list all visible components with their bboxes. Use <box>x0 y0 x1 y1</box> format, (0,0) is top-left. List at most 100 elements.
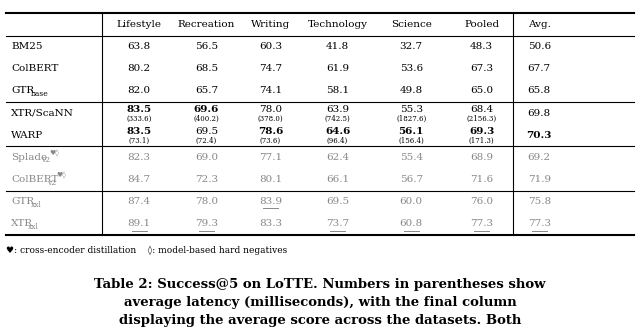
Text: 78.0: 78.0 <box>195 197 218 206</box>
Text: 58.1: 58.1 <box>326 86 349 95</box>
Text: Pooled: Pooled <box>464 20 499 29</box>
Text: 65.7: 65.7 <box>195 86 218 95</box>
Text: 63.9: 63.9 <box>326 105 349 114</box>
Text: Lifestyle: Lifestyle <box>116 20 162 29</box>
Text: 78.6: 78.6 <box>258 127 283 136</box>
Text: Table 2: Success@5 on LoTTE. Numbers in parentheses show
average latency (millis: Table 2: Success@5 on LoTTE. Numbers in … <box>94 278 546 327</box>
Text: (2156.3): (2156.3) <box>467 115 497 123</box>
Text: (400.2): (400.2) <box>193 115 220 123</box>
Text: (73.6): (73.6) <box>260 137 281 145</box>
Text: ColBERT: ColBERT <box>12 64 59 73</box>
Text: 69.2: 69.2 <box>527 153 551 162</box>
Text: 66.1: 66.1 <box>326 175 349 184</box>
Text: 77.3: 77.3 <box>470 219 493 228</box>
Text: 69.0: 69.0 <box>195 153 218 162</box>
Text: 48.3: 48.3 <box>470 42 493 51</box>
Text: 56.1: 56.1 <box>399 127 424 136</box>
Text: (73.1): (73.1) <box>129 137 150 145</box>
Text: ♥◊: ♥◊ <box>50 149 60 157</box>
Text: 60.8: 60.8 <box>399 219 423 228</box>
Text: (156.4): (156.4) <box>398 137 424 145</box>
Text: 32.7: 32.7 <box>399 42 423 51</box>
Text: 74.7: 74.7 <box>259 64 282 73</box>
Text: 56.7: 56.7 <box>399 175 423 184</box>
Text: ♥◊: ♥◊ <box>56 171 66 179</box>
Text: Writing: Writing <box>251 20 290 29</box>
Text: xxl: xxl <box>28 223 39 231</box>
Text: 83.9: 83.9 <box>259 197 282 206</box>
Text: 49.8: 49.8 <box>399 86 423 95</box>
Text: 69.6: 69.6 <box>194 105 219 114</box>
Text: 53.6: 53.6 <box>399 64 423 73</box>
Text: 67.7: 67.7 <box>527 64 551 73</box>
Text: 60.0: 60.0 <box>399 197 423 206</box>
Text: 82.0: 82.0 <box>127 86 151 95</box>
Text: 77.3: 77.3 <box>527 219 551 228</box>
Text: 56.5: 56.5 <box>195 42 218 51</box>
Text: 61.9: 61.9 <box>326 64 349 73</box>
Text: 72.3: 72.3 <box>195 175 218 184</box>
Text: v2: v2 <box>41 156 50 164</box>
Text: xxl: xxl <box>31 201 42 209</box>
Text: GTR: GTR <box>12 86 35 95</box>
Text: XTR: XTR <box>12 219 33 228</box>
Text: 83.5: 83.5 <box>127 105 152 114</box>
Text: ColBERT: ColBERT <box>12 175 59 184</box>
Text: Recreation: Recreation <box>178 20 235 29</box>
Text: 83.5: 83.5 <box>127 127 152 136</box>
Text: 73.7: 73.7 <box>326 219 349 228</box>
Text: WARP: WARP <box>12 131 44 140</box>
Text: 76.0: 76.0 <box>470 197 493 206</box>
Text: 78.0: 78.0 <box>259 105 282 114</box>
Text: BM25: BM25 <box>12 42 43 51</box>
Text: 63.8: 63.8 <box>127 42 151 51</box>
Text: 75.8: 75.8 <box>527 197 551 206</box>
Text: 55.4: 55.4 <box>399 153 423 162</box>
Text: 50.6: 50.6 <box>527 42 551 51</box>
Text: (171.3): (171.3) <box>468 137 495 145</box>
Text: 83.3: 83.3 <box>259 219 282 228</box>
Text: v2: v2 <box>47 179 56 187</box>
Text: 68.4: 68.4 <box>470 105 493 114</box>
Text: 82.3: 82.3 <box>127 153 151 162</box>
Text: base: base <box>31 90 48 98</box>
Text: XTR/ScaNN: XTR/ScaNN <box>12 109 74 118</box>
Text: (378.0): (378.0) <box>257 115 284 123</box>
Text: (742.5): (742.5) <box>324 115 351 123</box>
Text: 84.7: 84.7 <box>127 175 151 184</box>
Text: 64.6: 64.6 <box>325 127 350 136</box>
Text: Science: Science <box>391 20 431 29</box>
Text: 87.4: 87.4 <box>127 197 151 206</box>
Text: 60.3: 60.3 <box>259 42 282 51</box>
Text: 80.2: 80.2 <box>127 64 151 73</box>
Text: 80.1: 80.1 <box>259 175 282 184</box>
Text: 62.4: 62.4 <box>326 153 349 162</box>
Text: ♥: cross-encoder distillation    ◊: model-based hard negatives: ♥: cross-encoder distillation ◊: model-b… <box>6 246 287 255</box>
Text: (96.4): (96.4) <box>327 137 348 145</box>
Text: Splade: Splade <box>12 153 47 162</box>
Text: 71.9: 71.9 <box>527 175 551 184</box>
Text: 70.3: 70.3 <box>527 131 552 140</box>
Text: 69.8: 69.8 <box>527 109 551 118</box>
Text: 55.3: 55.3 <box>399 105 423 114</box>
Text: 89.1: 89.1 <box>127 219 151 228</box>
Text: Technology: Technology <box>308 20 367 29</box>
Text: (1827.6): (1827.6) <box>396 115 426 123</box>
Text: 71.6: 71.6 <box>470 175 493 184</box>
Text: 74.1: 74.1 <box>259 86 282 95</box>
Text: (333.6): (333.6) <box>127 115 152 123</box>
Text: GTR: GTR <box>12 197 35 206</box>
Text: 69.5: 69.5 <box>326 197 349 206</box>
Text: 68.5: 68.5 <box>195 64 218 73</box>
Text: Avg.: Avg. <box>528 20 550 29</box>
Text: (72.4): (72.4) <box>196 137 217 145</box>
Text: 79.3: 79.3 <box>195 219 218 228</box>
Text: 68.9: 68.9 <box>470 153 493 162</box>
Text: 69.3: 69.3 <box>469 127 494 136</box>
Text: 65.0: 65.0 <box>470 86 493 95</box>
Text: 77.1: 77.1 <box>259 153 282 162</box>
Text: 67.3: 67.3 <box>470 64 493 73</box>
Text: 69.5: 69.5 <box>195 127 218 136</box>
Text: 41.8: 41.8 <box>326 42 349 51</box>
Text: 65.8: 65.8 <box>527 86 551 95</box>
